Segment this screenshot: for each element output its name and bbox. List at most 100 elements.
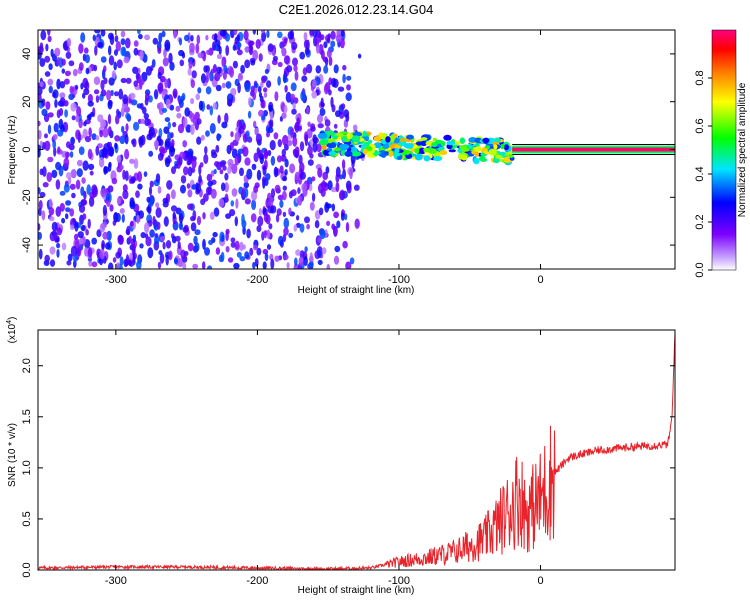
- heatmap-cell: [247, 110, 252, 119]
- heatmap-cell: [440, 141, 446, 147]
- heatmap-cell: [47, 35, 52, 43]
- heatmap-cell: [51, 221, 58, 232]
- heatmap-cell: [87, 218, 91, 229]
- heatmap-cell: [136, 214, 140, 224]
- heatmap-cell: [231, 188, 238, 197]
- heatmap-cell: [219, 169, 224, 175]
- heatmap-cell: [250, 213, 257, 223]
- heatmap-cell: [192, 263, 199, 269]
- heatmap-cell: [54, 47, 61, 57]
- heatmap-cell: [338, 190, 346, 201]
- heatmap-cell: [206, 173, 213, 182]
- heatmap-cell: [250, 59, 256, 66]
- heatmap-cell: [125, 112, 131, 120]
- heatmap-cell: [345, 113, 350, 122]
- heatmap-cell: [187, 155, 192, 166]
- heatmap-cell: [292, 102, 296, 110]
- heatmap-cell: [129, 92, 136, 100]
- snr-panel: -300 -200 -100 0 0.0 0.5 1.0 1.5 2.0 Height of …: [6, 317, 676, 596]
- heatmap-cell: [244, 59, 251, 69]
- heatmap-cell: [38, 248, 43, 260]
- heatmap-cell: [472, 146, 483, 152]
- heatmap-cell: [195, 43, 200, 54]
- heatmap-cell: [303, 39, 309, 49]
- heatmap-cell: [107, 126, 112, 137]
- heatmap-cell: [168, 145, 175, 157]
- heatmap-cell: [357, 53, 362, 59]
- heatmap-cell: [244, 157, 251, 166]
- heatmap-cell: [239, 241, 244, 252]
- heatmap-cell: [89, 170, 94, 176]
- heatmap-cell: [187, 203, 193, 210]
- heatmap-cell: [220, 182, 226, 192]
- heatmap-cell: [147, 118, 152, 126]
- heatmap-cell: [184, 34, 190, 42]
- heatmap-cell: [125, 254, 130, 266]
- heatmap-cell: [283, 37, 288, 44]
- heatmap-cell: [187, 242, 194, 252]
- heatmap-cell: [145, 236, 152, 247]
- heatmap-cell: [255, 39, 261, 49]
- heatmap-cell: [332, 135, 339, 140]
- heatmap-cell: [335, 181, 340, 193]
- heatmap-cell: [44, 133, 48, 139]
- heatmap-cell: [140, 118, 145, 125]
- heatmap-cell: [262, 176, 266, 184]
- heatmap-cell: [295, 222, 301, 228]
- heatmap-cell: [317, 249, 322, 259]
- heatmap-cell: [161, 30, 166, 38]
- heatmap-cell: [41, 108, 48, 117]
- heatmap-cell: [157, 47, 162, 54]
- heatmap-cell: [143, 113, 149, 120]
- heatmap-cell: [155, 207, 162, 218]
- heatmap-cell: [277, 139, 282, 148]
- heatmap-cell: [74, 221, 79, 232]
- heatmap-cell: [157, 82, 164, 93]
- heatmap-cell: [173, 30, 177, 39]
- y-tick-label: 1.5: [21, 409, 33, 424]
- snr-x-label: Height of straight line (km): [298, 585, 415, 596]
- heatmap-cell: [321, 247, 327, 255]
- heatmap-cell: [176, 112, 182, 119]
- heatmap-cell: [75, 179, 81, 190]
- heatmap-cell: [191, 167, 196, 173]
- heatmap-cell: [138, 210, 145, 219]
- heatmap-cell: [162, 57, 169, 67]
- heatmap-cell: [93, 76, 101, 85]
- heatmap-cell: [316, 143, 322, 153]
- snr-x-ticks: -300 -200 -100 0: [105, 330, 544, 587]
- heatmap-cell: [38, 129, 42, 140]
- heatmap-cell: [164, 157, 171, 168]
- heatmap-cell: [283, 227, 289, 236]
- heatmap-cell: [315, 65, 322, 74]
- heatmap-cell: [250, 85, 255, 93]
- heatmap-cell: [98, 157, 105, 168]
- heatmap-cell: [38, 187, 41, 195]
- heatmap-cell: [130, 220, 134, 227]
- heatmap-cell: [210, 68, 215, 74]
- heatmap-cell: [66, 172, 72, 180]
- heatmap-cell: [86, 184, 91, 195]
- heatmap-cell: [206, 49, 212, 56]
- heatmap-cell: [226, 144, 232, 155]
- heatmap-cell: [196, 34, 201, 45]
- heatmap-cell: [75, 114, 80, 123]
- heatmap-cell: [88, 163, 95, 171]
- colorbar-tick-label: 0.4: [694, 166, 706, 181]
- heatmap-cell: [169, 104, 175, 111]
- heatmap-cell: [297, 195, 303, 206]
- y-tick-label: 40: [21, 48, 33, 60]
- x-tick-label: 0: [537, 575, 543, 587]
- heatmap-cell: [296, 215, 300, 221]
- heatmap-cell: [292, 136, 298, 147]
- heatmap-cell: [274, 255, 280, 262]
- heatmap-cell: [294, 257, 298, 266]
- heatmap-cell: [168, 52, 173, 64]
- heatmap-cell: [354, 218, 360, 229]
- heatmap-cell: [414, 147, 420, 154]
- heatmap-cell: [301, 183, 308, 192]
- heatmap-cell: [123, 56, 130, 64]
- heatmap-cell: [70, 169, 77, 179]
- heatmap-cell: [65, 51, 72, 59]
- heatmap-cell: [311, 192, 316, 202]
